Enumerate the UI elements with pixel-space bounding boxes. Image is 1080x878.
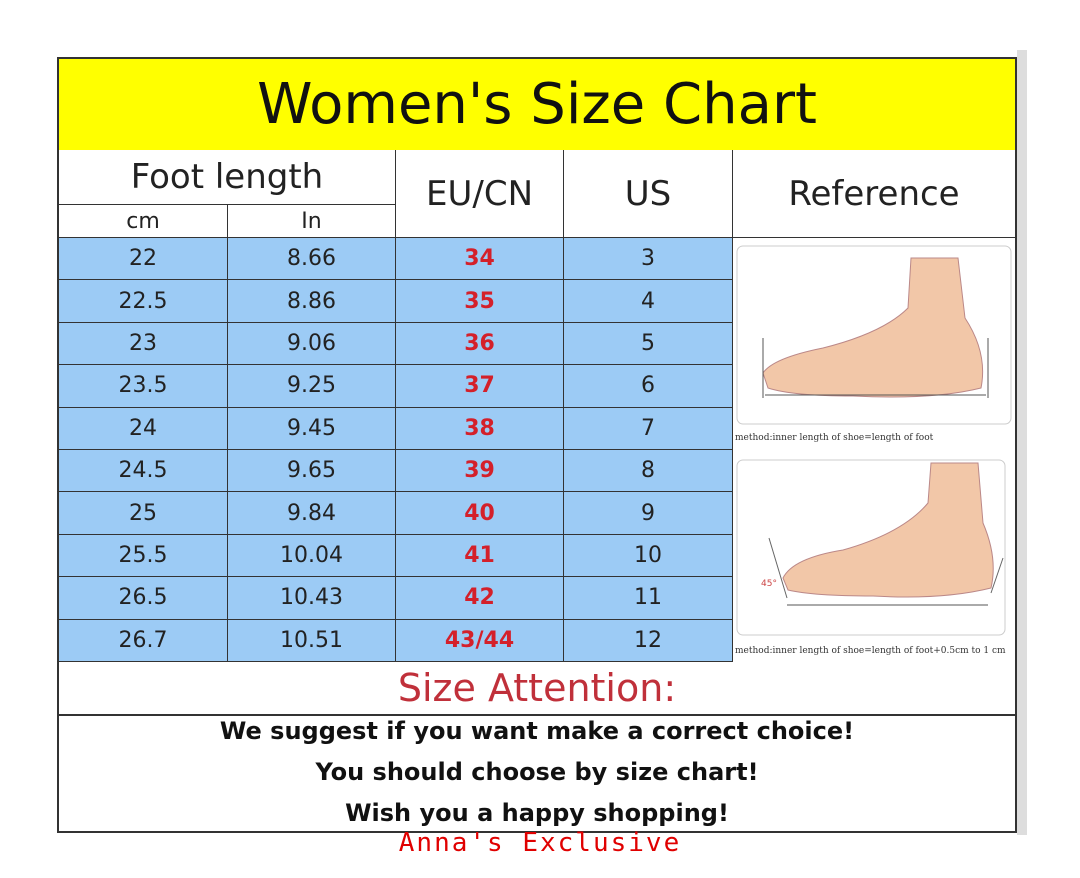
foot-icon-1 [762,257,984,398]
reference-caption-1: method:inner length of shoe=length of fo… [735,433,934,443]
table-cell-cm: 24 [59,407,228,450]
table-cell-us: 12 [564,619,733,662]
table-cell-in: 8.86 [228,280,396,323]
page-edge [1017,50,1027,835]
table-cell-us: 4 [564,280,733,323]
table-cell-us: 9 [564,492,733,535]
table-cell-in: 10.43 [228,577,396,620]
table-cell-us: 10 [564,534,733,578]
attention-message: We suggest if you want make a correct ch… [59,714,1015,831]
table-cell-us: 11 [564,577,733,620]
size-attention-title: Size Attention: [59,662,1015,716]
table-cell-us: 8 [564,450,733,493]
table-cell-eu: 34 [396,238,564,281]
table-cell-cm: 24.5 [59,450,228,493]
table-cell-cm: 26.5 [59,577,228,620]
table-cell-cm: 26.7 [59,619,228,662]
table-cell-us: 3 [564,238,733,281]
table-cell-eu: 43/44 [396,619,564,662]
foot-icon-2 [782,462,994,598]
table-cell-cm: 23 [59,322,228,366]
angle-label: 45° [761,579,777,589]
attention-line: We suggest if you want make a correct ch… [219,717,855,745]
table-cell-cm: 22 [59,238,228,281]
table-cell-in: 10.04 [228,534,396,578]
table-cell-cm: 25 [59,492,228,535]
watermark: Anna's Exclusive [398,828,682,858]
table-cell-eu: 41 [396,534,564,578]
table-cell-in: 10.51 [228,619,396,662]
table-cell-us: 5 [564,322,733,366]
table-cell-in: 9.65 [228,450,396,493]
header-us: US [564,150,733,238]
chart-title: Women's Size Chart [59,59,1015,152]
size-chart: Women's Size Chart Foot length cm In EU/… [57,57,1017,833]
table-cell-eu: 40 [396,492,564,535]
table-cell-eu: 36 [396,322,564,366]
table-cell-eu: 39 [396,450,564,493]
foot-measure-illustration: 45° [736,245,1012,636]
table-cell-cm: 22.5 [59,280,228,323]
table-cell-us: 7 [564,407,733,450]
table-cell-eu: 37 [396,365,564,408]
table-cell-in: 9.25 [228,365,396,408]
header-eu-cn: EU/CN [396,150,564,238]
table-cell-eu: 35 [396,280,564,323]
reference-caption-2: method:inner length of shoe=length of fo… [735,646,1006,656]
table-cell-in: 8.66 [228,238,396,281]
attention-line: Wish you a happy shopping! [345,799,729,827]
attention-line: You should choose by size chart! [315,758,759,786]
header-reference: Reference [733,150,1015,238]
table-cell-eu: 38 [396,407,564,450]
table-cell-eu: 42 [396,577,564,620]
table-cell-cm: 25.5 [59,534,228,578]
table-cell-in: 9.84 [228,492,396,535]
header-in: In [228,205,396,238]
table-cell-us: 6 [564,365,733,408]
table-cell-in: 9.45 [228,407,396,450]
table-cell-cm: 23.5 [59,365,228,408]
header-cm: cm [59,205,228,238]
table-cell-in: 9.06 [228,322,396,366]
header-foot-length: Foot length [59,150,396,205]
reference-panel: 45° method:inner length of shoe=length o… [733,238,1015,662]
